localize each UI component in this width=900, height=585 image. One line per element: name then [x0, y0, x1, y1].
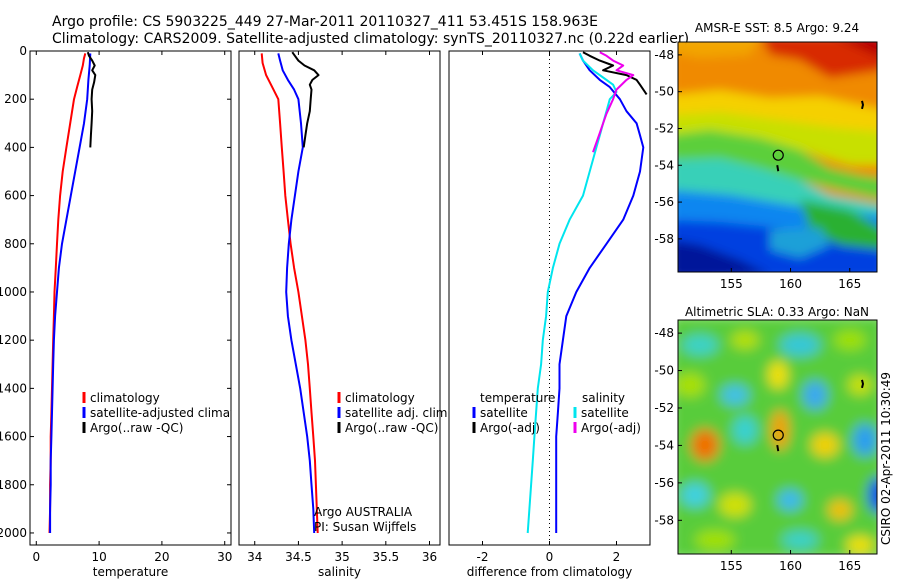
temp-legend-item-label: climatology	[90, 391, 160, 405]
diff-xlabel: difference from climatology	[467, 565, 633, 579]
depth-tick-label: 800	[4, 237, 27, 251]
sla-xtick-label: 160	[779, 559, 802, 573]
sst-xtick-label: 165	[838, 277, 861, 291]
sst-ytick-label: -56	[654, 195, 674, 209]
sla-track-mark	[776, 444, 780, 452]
sla-ytick-label: -58	[654, 513, 674, 527]
sal-plot-frame	[238, 50, 441, 546]
sal-xtick-label: 35.5	[372, 550, 399, 564]
sal-group-title: salinity	[582, 391, 625, 405]
depth-tick-label: 1600	[0, 430, 27, 444]
diff-sal-legend-item-label: satellite	[581, 406, 629, 420]
sst-xtick-label: 155	[720, 277, 743, 291]
depth-tick-label: 200	[4, 92, 27, 106]
sla-xtick-label: 165	[838, 559, 861, 573]
sla-heatmap	[678, 320, 877, 554]
diff-series-line	[555, 52, 645, 533]
sal-series-line	[291, 51, 320, 148]
figure-title-line1: Argo profile: CS 5903225_449 27-Mar-2011…	[52, 14, 598, 30]
temperature-panel: 0 10 20 30 0 200 400 600 800 1000 1200 1400 1600 1800…	[0, 44, 268, 579]
diff-temp-legend-item-label: satellite	[480, 406, 528, 420]
pi-label: PI: Susan Wijffels	[314, 520, 416, 534]
depth-tick-label: 2000	[0, 526, 27, 540]
temp-series-line	[86, 51, 97, 148]
temp-series-group	[48, 51, 97, 534]
temp-series-line	[49, 53, 92, 533]
difference-legend: temperaturesatelliteArgo(-adj)salinitysa…	[472, 391, 641, 435]
temp-legend-item-label: Argo(..raw -QC)	[90, 421, 183, 435]
sla-ytick-label: -52	[654, 401, 674, 415]
diff-xtick-label: -2	[477, 550, 489, 564]
diff-series-line	[582, 51, 648, 95]
depth-tick-label: 0	[19, 44, 27, 58]
argo-program-label: Argo AUSTRALIA	[314, 505, 413, 519]
sla-ytick-label: -56	[654, 476, 674, 490]
sst-ytick-label: -50	[654, 85, 674, 99]
sst-ytick-label: -54	[654, 158, 674, 172]
diff-sal-legend-item-label: Argo(-adj)	[581, 421, 641, 435]
sla-map-panel: Altimetric SLA: 0.33 Argo: NaN	[654, 305, 878, 573]
sal-xtick-label: 36	[422, 550, 437, 564]
sal-xtick-label: 34.5	[285, 550, 312, 564]
sst-ytick-label: -52	[654, 121, 674, 135]
sst-ytick-label: -48	[654, 48, 674, 62]
sla-float-track	[861, 379, 865, 389]
sal-legend-item-label: satellite adj. clim.	[345, 406, 451, 420]
sla-ytick-label: -48	[654, 326, 674, 340]
sal-series-line	[277, 53, 316, 534]
sst-ytick-label: -58	[654, 232, 674, 246]
sal-series-line	[260, 53, 319, 534]
sal-legend-item-label: climatology	[345, 391, 415, 405]
temp-xlabel: temperature	[93, 565, 168, 579]
sst-map-panel: AMSR-E SST: 8.5 Argo: 9.24	[654, 21, 878, 291]
sst-heatmap	[678, 42, 877, 272]
sla-argo-marker	[772, 429, 784, 441]
sal-legend-item-label: Argo(..raw -QC)	[345, 421, 438, 435]
diff-plot-frame	[448, 50, 651, 546]
sst-map-axes: 155 160 165 -48 -50 -52 -54 -56 -58	[654, 48, 865, 291]
sst-track-mark	[776, 165, 780, 172]
sal-xtick-label: 35	[334, 550, 349, 564]
diff-xtick-label: 0	[546, 550, 554, 564]
diff-xtick-label: 2	[613, 550, 621, 564]
depth-tick-label: 1200	[0, 333, 27, 347]
depth-tick-label: 1400	[0, 381, 27, 395]
diff-series-line	[526, 52, 618, 534]
sst-argo-marker	[772, 149, 784, 161]
temp-xtick-label: 20	[154, 550, 169, 564]
salinity-panel: 34 34.5 35 35.5 36 salinity climatologysatelli…	[238, 50, 451, 579]
temp-xtick-label: 0	[32, 550, 40, 564]
sla-ytick-label: -50	[654, 364, 674, 378]
diff-temp-legend-item-label: Argo(-adj)	[480, 421, 540, 435]
sla-map-axes: 155 160 165 -48 -50 -52 -54 -56 -58	[654, 326, 865, 573]
temp-xtick-label: 10	[91, 550, 106, 564]
depth-tick-label: 400	[4, 140, 27, 154]
temp-xtick-label: 30	[217, 550, 232, 564]
sla-map-title: Altimetric SLA: 0.33 Argo: NaN	[685, 305, 869, 319]
diff-series-line	[592, 51, 635, 153]
figure-title-line2: Climatology: CARS2009. Satellite-adjuste…	[52, 31, 689, 47]
temp-group-title: temperature	[480, 391, 555, 405]
sal-xlabel: salinity	[318, 565, 361, 579]
depth-tick-label: 1000	[0, 285, 27, 299]
csiro-timestamp: CSIRO 02-Apr-2011 10:30:49	[879, 372, 893, 545]
temp-plot-frame	[29, 50, 232, 546]
sla-xtick-label: 155	[720, 559, 743, 573]
sst-xtick-label: 160	[779, 277, 802, 291]
diff-series-group	[526, 51, 648, 534]
sal-xtick-label: 34	[247, 550, 262, 564]
sst-float-track	[861, 100, 865, 110]
temp-legend-item-label: satellite-adjusted climatology	[90, 406, 268, 420]
sal-series-group	[260, 51, 320, 534]
depth-tick-label: 600	[4, 189, 27, 203]
sla-ytick-label: -54	[654, 438, 674, 452]
sst-map-title: AMSR-E SST: 8.5 Argo: 9.24	[695, 21, 859, 35]
depth-tick-label: 1800	[0, 478, 27, 492]
